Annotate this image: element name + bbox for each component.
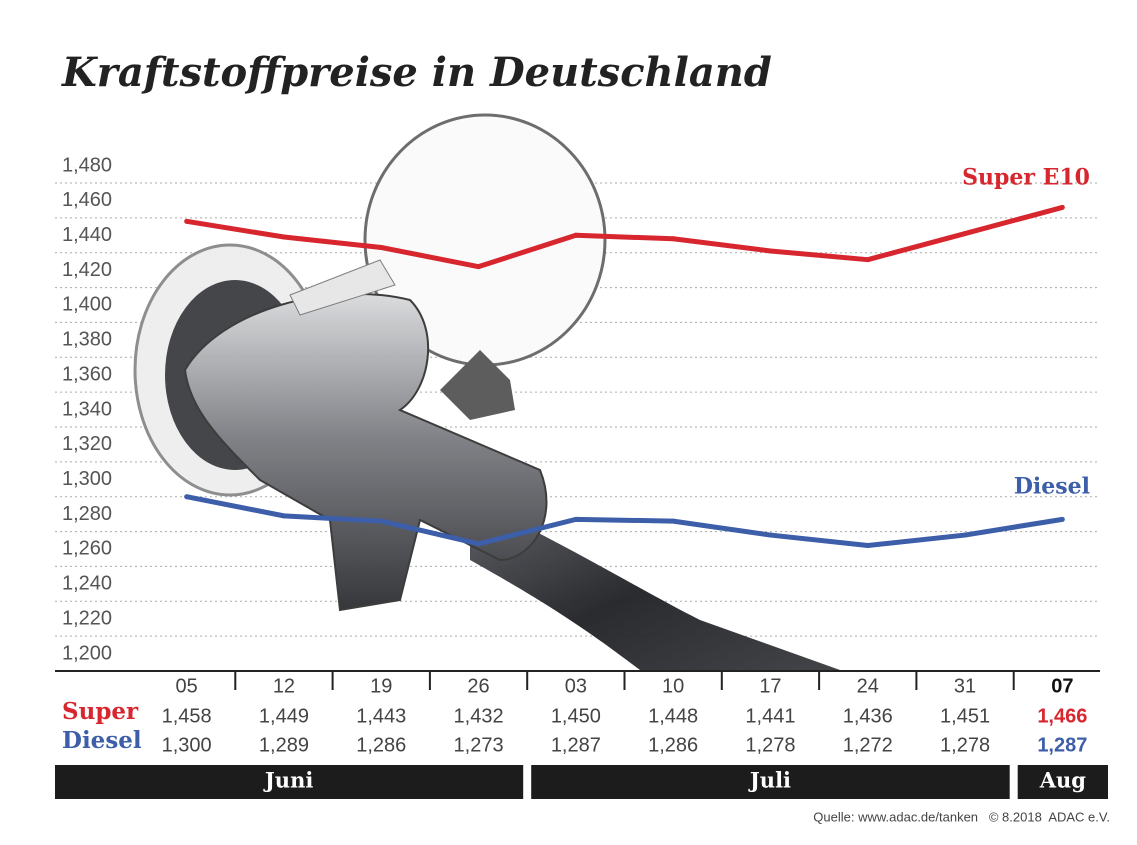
data-point [865, 543, 871, 549]
y-tick-label: 1,480 [62, 154, 112, 176]
x-tick-label: 10 [662, 675, 684, 697]
series-line [186, 494, 1063, 549]
y-tick-label: 1,220 [62, 607, 112, 629]
month-label: Aug [1039, 768, 1087, 793]
x-tick-label: 17 [759, 675, 781, 697]
legend-label: Super E10 [962, 164, 1090, 190]
data-point [670, 518, 676, 524]
data-point [184, 494, 190, 500]
data-point [281, 513, 287, 519]
x-tick-label: 12 [273, 675, 295, 697]
x-tick-label: 07 [1051, 675, 1073, 697]
y-tick-label: 1,360 [62, 363, 112, 385]
value-label: 1,448 [648, 705, 698, 727]
y-tick-label: 1,340 [62, 398, 112, 420]
value-label: 1,441 [745, 705, 795, 727]
month-bar [55, 765, 524, 799]
data-point [865, 257, 871, 263]
data-point [573, 232, 579, 238]
series-line [186, 204, 1063, 270]
data-point [476, 541, 482, 547]
month-bar [1017, 765, 1108, 799]
month-label: Juli [748, 768, 791, 793]
data-point [184, 218, 190, 224]
y-tick-label: 1,440 [62, 224, 112, 246]
x-tick-label: 05 [176, 675, 198, 697]
y-tick-label: 1,460 [62, 189, 112, 211]
y-tick-label: 1,280 [62, 503, 112, 525]
data-point [573, 516, 579, 522]
value-label: 1,286 [356, 734, 406, 756]
y-tick-label: 1,420 [62, 259, 112, 281]
value-label: 1,278 [940, 734, 990, 756]
data-point [281, 234, 287, 240]
y-tick-label: 1,260 [62, 538, 112, 560]
data-point [476, 264, 482, 270]
x-tick-label: 31 [954, 675, 976, 697]
x-tick-label: 19 [370, 675, 392, 697]
month-bar [531, 765, 1010, 799]
data-point [767, 532, 773, 538]
value-label: 1,450 [551, 705, 601, 727]
value-label: 1,273 [454, 734, 504, 756]
data-point [670, 236, 676, 242]
y-tick-label: 1,240 [62, 573, 112, 595]
value-label: 1,458 [162, 705, 212, 727]
value-label: 1,432 [454, 705, 504, 727]
value-label: 1,443 [356, 705, 406, 727]
source: Quelle: www.adac.de/tanken © 8.2018 ADAC… [813, 809, 1110, 824]
y-tick-label: 1,300 [62, 468, 112, 490]
y-tick-label: 1,200 [62, 642, 112, 664]
value-label: 1,287 [551, 734, 601, 756]
value-label: 1,451 [940, 705, 990, 727]
value-label: 1,286 [648, 734, 698, 756]
row-label: Diesel [62, 727, 142, 754]
x-tick-label: 26 [467, 675, 489, 697]
y-tick-label: 1,400 [62, 294, 112, 316]
value-label: 1,449 [259, 705, 309, 727]
data-point [378, 518, 384, 524]
y-tick-label: 1,320 [62, 433, 112, 455]
data-point [962, 532, 968, 538]
value-label: 1,272 [843, 734, 893, 756]
x-tick-label: 03 [565, 675, 587, 697]
data-point [962, 231, 968, 237]
value-label: 1,466 [1037, 705, 1087, 727]
data-point [1059, 204, 1065, 210]
x-tick-label: 24 [857, 675, 879, 697]
data-point [1059, 516, 1065, 522]
row-label: Super [62, 698, 139, 725]
chart-title: Kraftstoffpreise in Deutschland [61, 49, 772, 96]
value-label: 1,436 [843, 705, 893, 727]
data-point [378, 244, 384, 250]
month-label: Juni [263, 768, 313, 793]
value-label: 1,300 [162, 734, 212, 756]
value-label: 1,278 [745, 734, 795, 756]
data-point [767, 248, 773, 254]
y-tick-label: 1,380 [62, 329, 112, 351]
pump-illustration [133, 113, 840, 670]
legend-label: Diesel [1014, 473, 1090, 499]
value-label: 1,287 [1037, 734, 1087, 756]
value-label: 1,289 [259, 734, 309, 756]
